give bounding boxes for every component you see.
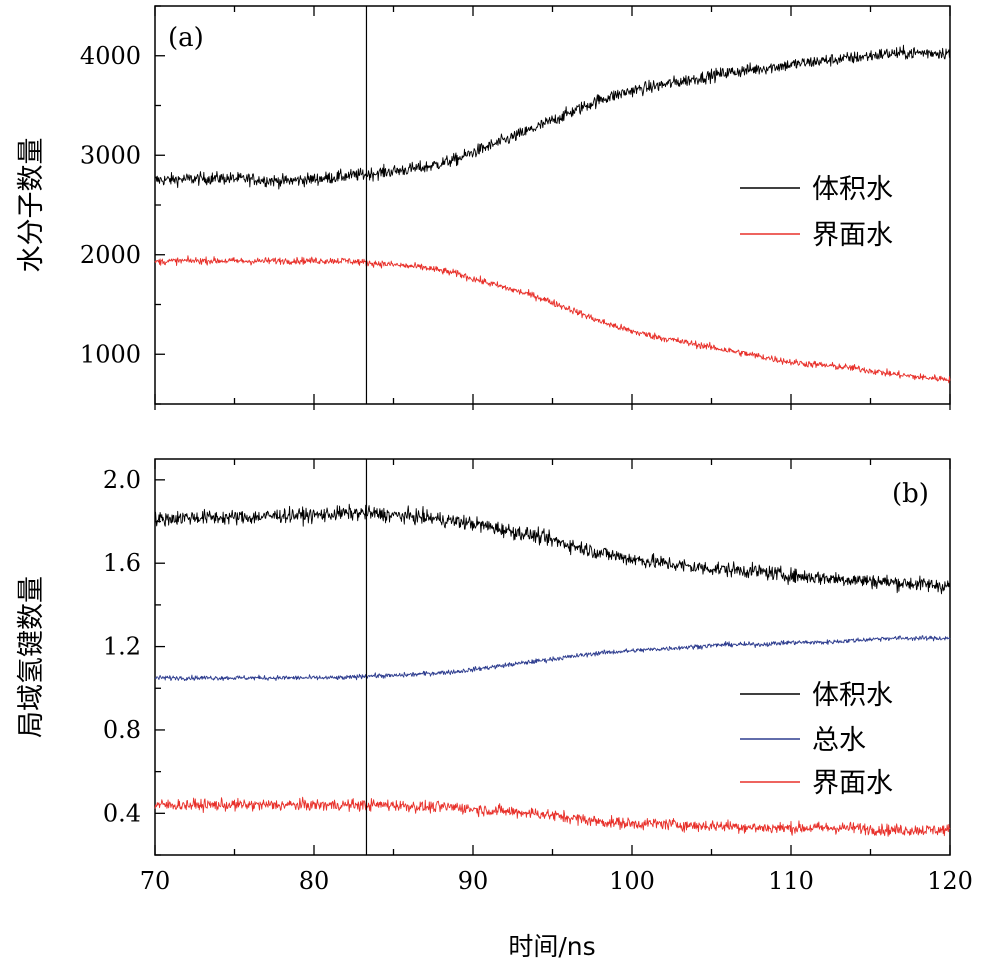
- panel-a-legend: 体积水 界面水: [740, 174, 893, 251]
- x-tick-label: 70: [140, 867, 171, 895]
- panel-b-legend: 体积水 总水 界面水: [740, 680, 893, 799]
- x-tick-label: 110: [768, 867, 814, 895]
- x-tick-label: 90: [458, 867, 489, 895]
- panel-b: 70 80 90 100 110 120 0.4 0.8 1.2 1.6 2.0 (b) 局域氢键数…: [16, 458, 973, 961]
- y-tick-label: 2.0: [103, 466, 141, 494]
- y-tick-label: 4000: [80, 42, 141, 70]
- panel-a-series: [154, 44, 951, 384]
- y-tick-label: 1000: [80, 340, 141, 368]
- legend-a-label-interface: 界面水: [812, 220, 893, 251]
- y-tick-label: 0.4: [103, 799, 141, 827]
- x-axis-title: 时间/ns: [508, 932, 595, 961]
- panel-b-series: [154, 503, 951, 837]
- y-tick-label: 1.2: [103, 633, 141, 661]
- x-tick-label: 100: [609, 867, 655, 895]
- panel-b-label: (b): [892, 479, 929, 509]
- series-line-b-0: [154, 503, 951, 595]
- x-tick-label: 120: [927, 867, 973, 895]
- y-tick-label: 3000: [80, 141, 141, 169]
- panel-a-ticks: 1000 2000 3000 4000: [80, 5, 951, 410]
- series-line-a-1: [154, 255, 951, 384]
- x-tick-label: 80: [299, 867, 330, 895]
- legend-b-label-interface: 界面水: [812, 768, 893, 799]
- legend-a-label-bulk: 体积水: [812, 174, 893, 205]
- panel-a: 1000 2000 3000 4000 (a) 水分子数量 体积水 界面水: [16, 5, 951, 410]
- panel-a-label: (a): [168, 23, 204, 53]
- series-line-b-2: [154, 796, 951, 837]
- series-line-a-0: [154, 44, 951, 190]
- panel-b-y-axis-title: 局域氢键数量: [16, 576, 47, 738]
- series-line-b-1: [154, 635, 951, 682]
- panel-b-ticks: 70 80 90 100 110 120 0.4 0.8 1.2 1.6 2.0: [103, 459, 973, 895]
- y-tick-label: 1.6: [103, 549, 141, 577]
- legend-b-label-bulk: 体积水: [812, 680, 893, 711]
- legend-b-label-total: 总水: [812, 725, 866, 756]
- panel-a-y-axis-title: 水分子数量: [16, 138, 47, 273]
- y-tick-label: 2000: [80, 241, 141, 269]
- y-tick-label: 0.8: [103, 716, 141, 744]
